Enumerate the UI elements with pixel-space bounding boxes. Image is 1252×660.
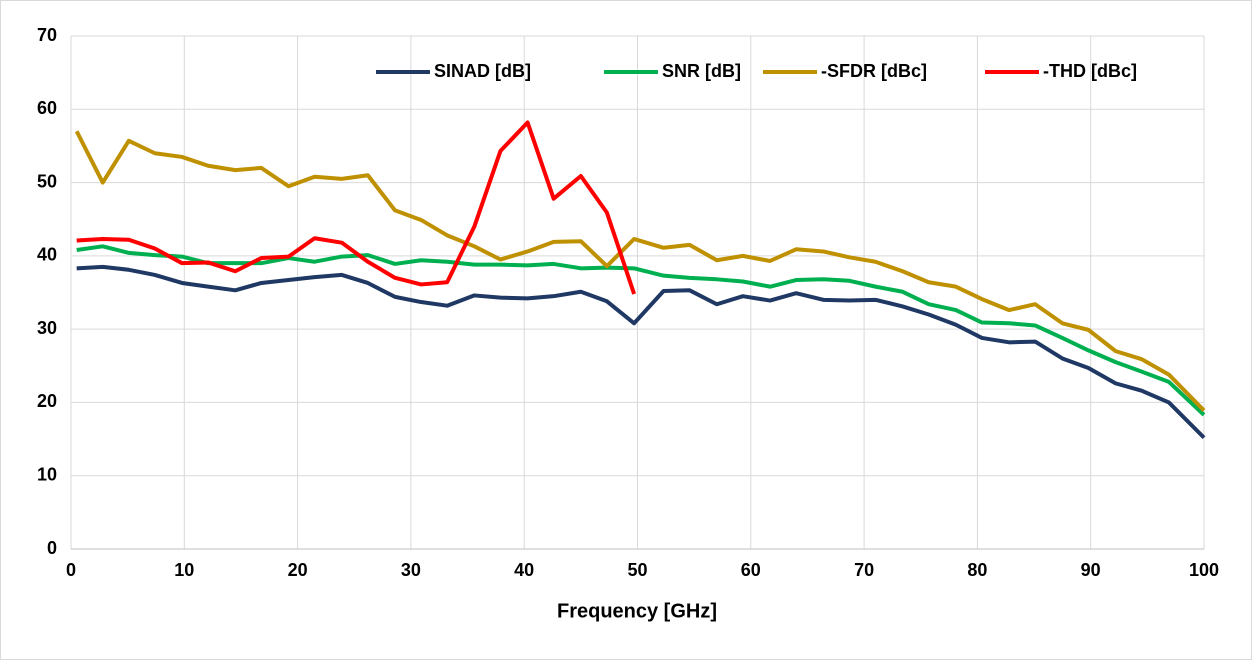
- y-tick-label: 40: [37, 245, 57, 265]
- y-tick-label: 0: [47, 538, 57, 558]
- x-tick-label: 0: [66, 560, 76, 580]
- legend-label: -THD [dBc]: [1043, 61, 1137, 81]
- x-tick-label: 70: [854, 560, 874, 580]
- x-tick-label: 40: [514, 560, 534, 580]
- legend-label: -SFDR [dBc]: [821, 61, 927, 81]
- x-tick-label: 30: [401, 560, 421, 580]
- x-tick-label: 90: [1081, 560, 1101, 580]
- legend-label: SINAD [dB]: [434, 61, 531, 81]
- series-line: [74, 130, 1206, 412]
- y-tick-label: 10: [37, 464, 57, 484]
- x-axis-label: Frequency [GHz]: [557, 600, 717, 622]
- series-line: [76, 264, 1206, 440]
- x-tick-label: 20: [288, 560, 308, 580]
- y-tick-label: 30: [37, 318, 57, 338]
- x-tick-label: 50: [627, 560, 647, 580]
- y-tick-label: 20: [37, 391, 57, 411]
- series-line: [76, 120, 636, 295]
- x-tick-label: 10: [174, 560, 194, 580]
- y-tick-label: 70: [37, 25, 57, 45]
- x-tick-label: 60: [741, 560, 761, 580]
- y-tick-label: 60: [37, 98, 57, 118]
- series-line: [76, 244, 1206, 417]
- x-tick-label: 80: [967, 560, 987, 580]
- y-tick-label: 50: [37, 171, 57, 191]
- x-tick-label: 100: [1189, 560, 1219, 580]
- legend-label: SNR [dB]: [662, 61, 741, 81]
